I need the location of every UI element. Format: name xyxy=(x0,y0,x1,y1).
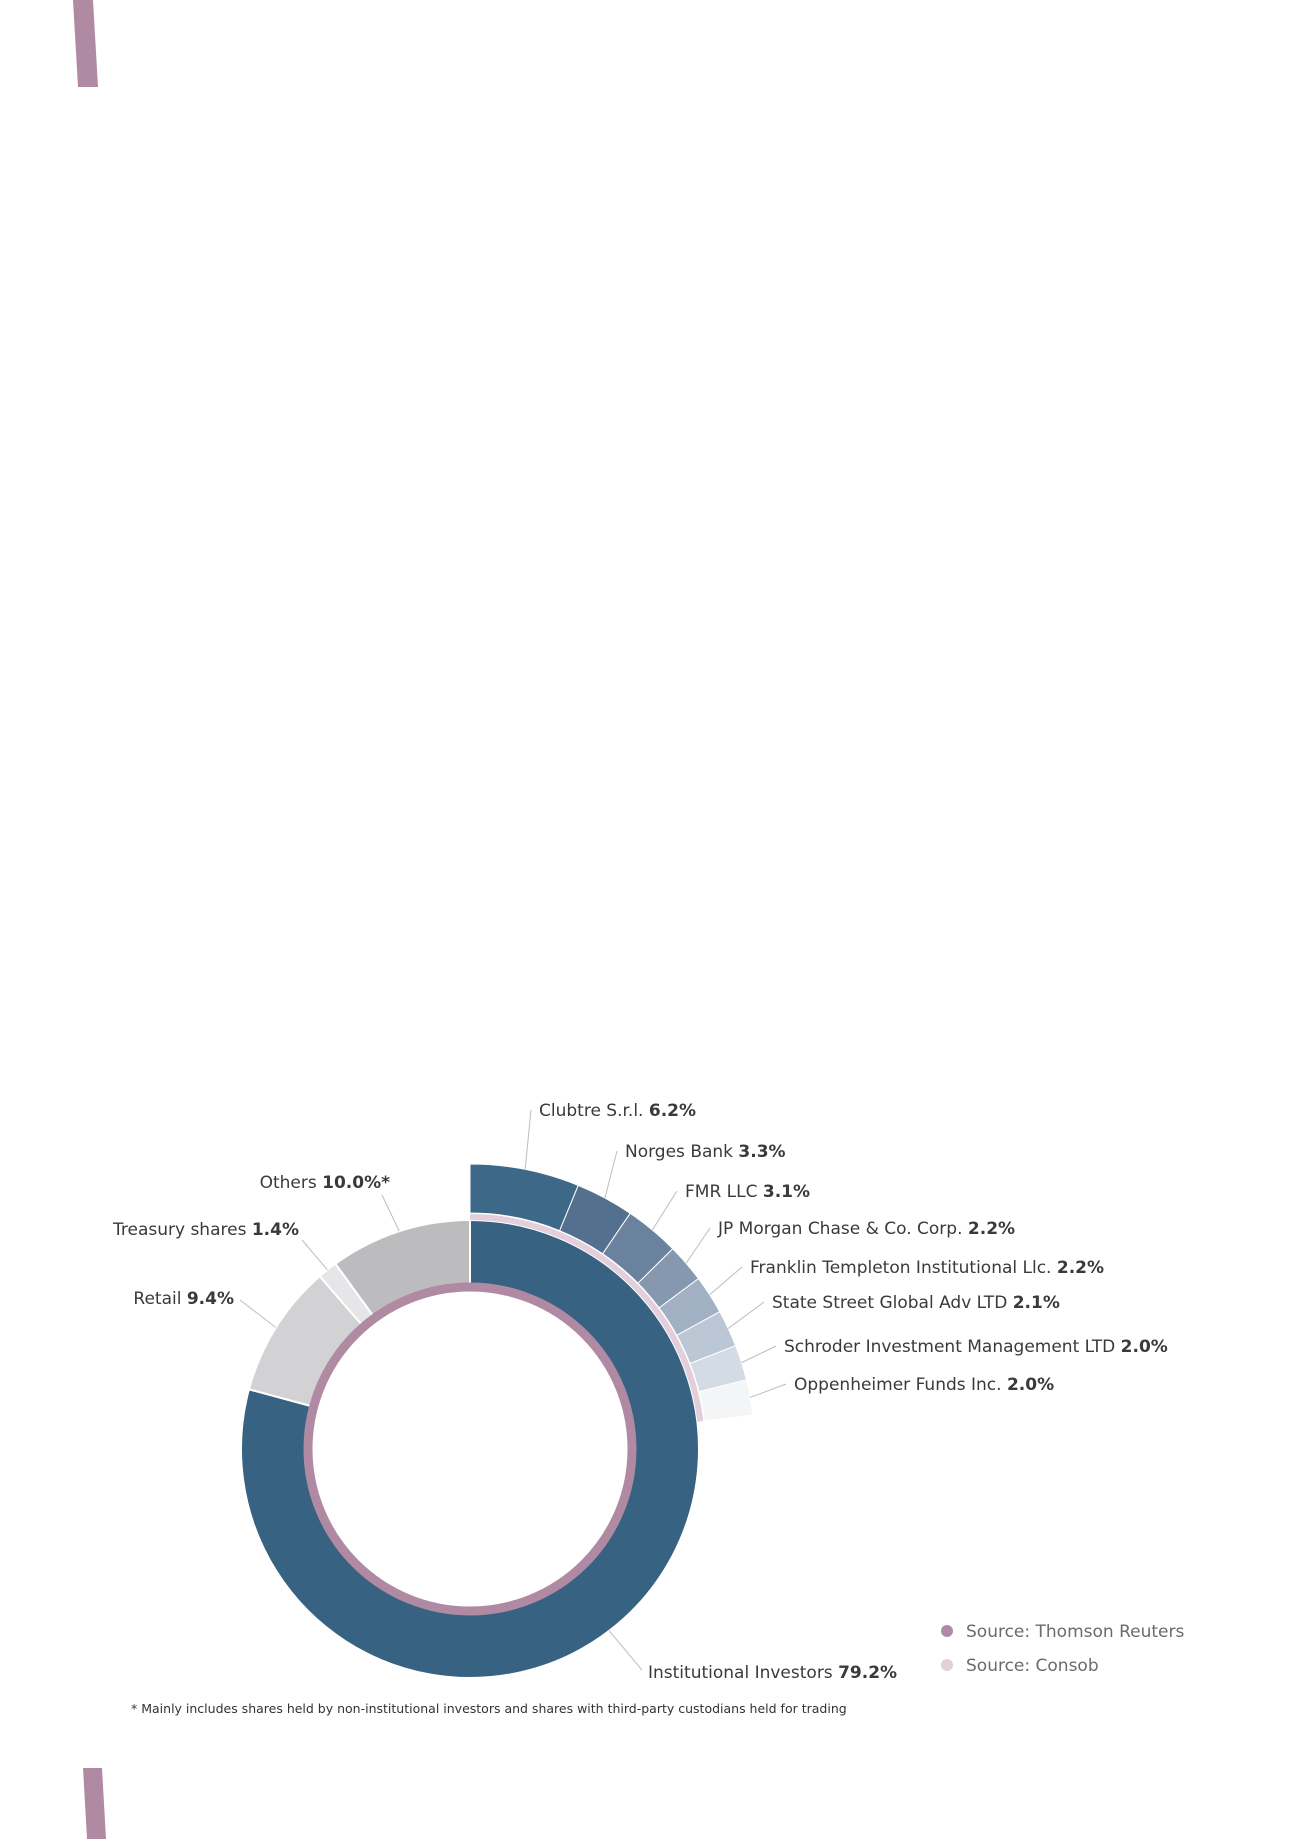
inner-leader-line-treasury-shares xyxy=(301,1239,328,1271)
label-value: 2.0% xyxy=(1121,1337,1168,1357)
inner-label-treasury-shares: Treasury shares 1.4% xyxy=(112,1220,299,1240)
outer-label-fmr-llc: FMR LLC 3.1% xyxy=(685,1182,810,1202)
label-value: 1.4% xyxy=(252,1220,299,1240)
label-name: Others xyxy=(260,1173,323,1193)
inner-label-institutional-investors: Institutional Investors 79.2% xyxy=(648,1663,897,1683)
label-name: Oppenheimer Funds Inc. xyxy=(794,1375,1007,1395)
outer-label-schroder-investment-management-ltd: Schroder Investment Management LTD 2.0% xyxy=(784,1337,1168,1357)
label-name: Norges Bank xyxy=(625,1142,738,1162)
outer-leader-line-jp-morgan-chase-co-corp xyxy=(685,1227,711,1264)
legend-label-source-thomson-reuters: Source: Thomson Reuters xyxy=(966,1622,1184,1642)
outer-leader-line-norges-bank xyxy=(604,1150,618,1199)
label-value: 2.1% xyxy=(1013,1293,1060,1313)
label-value: 79.2% xyxy=(838,1663,897,1683)
inner-leader-line-institutional-investors xyxy=(608,1630,643,1671)
consob-inner-line xyxy=(469,1214,704,1422)
label-value: 10.0%* xyxy=(322,1173,390,1193)
leader-lines xyxy=(239,1109,787,1671)
thomson-reuters-inner-line xyxy=(303,1282,637,1616)
outer-label-franklin-templeton-institutional-llc: Franklin Templeton Institutional Llc. 2.… xyxy=(750,1258,1104,1278)
label-name: Treasury shares xyxy=(112,1220,252,1240)
outer-slice-oppenheimer-funds-inc xyxy=(698,1379,754,1422)
outer-label-jp-morgan-chase-co-corp: JP Morgan Chase & Co. Corp. 2.2% xyxy=(717,1219,1015,1239)
label-value: 9.4% xyxy=(187,1289,234,1309)
legend-label-source-consob: Source: Consob xyxy=(966,1656,1099,1676)
inner-label-others: Others 10.0%* xyxy=(260,1173,391,1193)
label-value: 2.2% xyxy=(1057,1258,1104,1278)
inner-label-retail: Retail 9.4% xyxy=(133,1289,234,1309)
label-value: 2.0% xyxy=(1007,1375,1054,1395)
outer-leader-line-franklin-templeton-institutional-llc xyxy=(709,1266,743,1296)
label-value: 3.3% xyxy=(738,1142,785,1162)
segment-labels: Clubtre S.r.l. 6.2% Norges Bank 3.3% FMR L… xyxy=(112,1101,1168,1683)
outer-leader-line-fmr-llc xyxy=(651,1190,678,1231)
label-name: State Street Global Adv LTD xyxy=(772,1293,1013,1313)
legend: Source: Thomson Reuters Source: Consob xyxy=(941,1622,1184,1676)
label-name: JP Morgan Chase & Co. Corp. xyxy=(717,1219,968,1239)
footnote: * Mainly includes shares held by non-ins… xyxy=(131,1701,847,1716)
outer-leader-line-clubtre-s-r-l xyxy=(524,1109,532,1170)
outer-leader-line-state-street-global-adv-ltd xyxy=(727,1301,765,1329)
consob-arc xyxy=(469,1214,704,1422)
inner-leader-line-retail xyxy=(239,1299,277,1328)
label-name: Schroder Investment Management LTD xyxy=(784,1337,1121,1357)
outer-label-oppenheimer-funds-inc: Oppenheimer Funds Inc. 2.0% xyxy=(794,1375,1054,1395)
thomson-reuters-ring xyxy=(303,1282,637,1616)
label-value: 3.1% xyxy=(763,1182,810,1202)
outer-label-state-street-global-adv-ltd: State Street Global Adv LTD 2.1% xyxy=(772,1293,1060,1313)
label-name: Retail xyxy=(133,1289,186,1309)
label-name: Franklin Templeton Institutional Llc. xyxy=(750,1258,1057,1278)
inner-leader-line-others xyxy=(381,1194,400,1232)
outer-label-clubtre-s-r-l: Clubtre S.r.l. 6.2% xyxy=(539,1101,696,1121)
outer-leader-line-oppenheimer-funds-inc xyxy=(750,1383,787,1398)
outer-ring xyxy=(469,1163,754,1422)
outer-leader-line-schroder-investment-management-ltd xyxy=(741,1345,777,1364)
label-value: 6.2% xyxy=(649,1101,696,1121)
label-name: Clubtre S.r.l. xyxy=(539,1101,649,1121)
outer-label-norges-bank: Norges Bank 3.3% xyxy=(625,1142,786,1162)
legend-swatch-source-thomson-reuters xyxy=(941,1625,953,1637)
label-value: 2.2% xyxy=(968,1219,1015,1239)
label-name: FMR LLC xyxy=(685,1182,763,1202)
legend-swatch-source-consob xyxy=(941,1659,953,1671)
label-name: Institutional Investors xyxy=(648,1663,838,1683)
